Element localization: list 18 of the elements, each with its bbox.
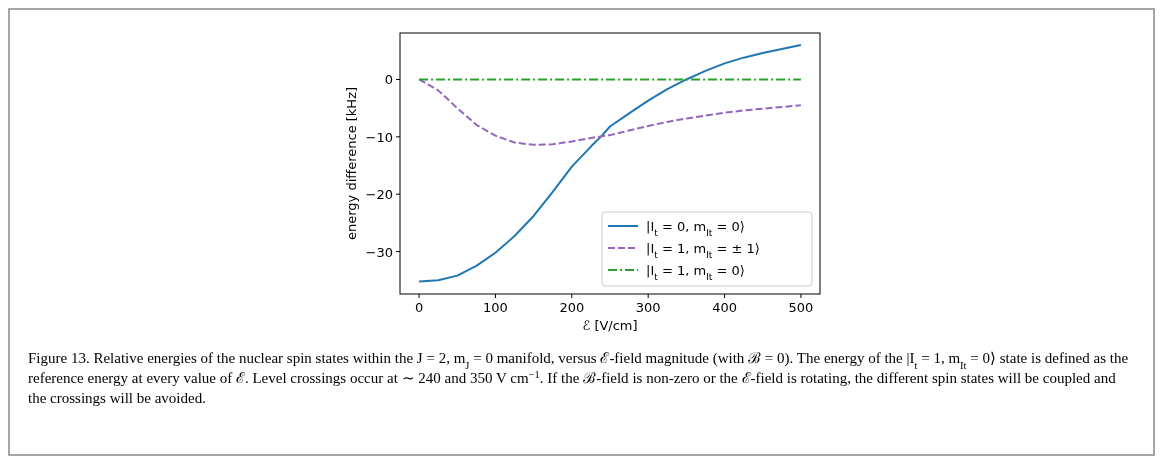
y-tick-label: −30 bbox=[365, 244, 393, 260]
x-tick-label: 400 bbox=[712, 300, 737, 315]
text: Figure 13. Relative energies of the nuclear spin states within the J = 2, m$_{J}$ = 0 manifold, versus ℰ-field magnitude (with ℬ = 0). The energy of the |I$_{t}$ = 1, m$_{It}$ = 0⟩ state is defined as the reference energy at every value of ℰ. Level crossings occur at ∼ 240 and 350 V cm$^{−1}$. If the ℬ-field is non-zero or the ℰ-field is rotating, the different spin states will be coupled and the crossings will be avoided. bbox=[28, 350, 1129, 406]
y-axis-title: energy difference [kHz] bbox=[344, 86, 359, 241]
legend-label: |I$_{t}$ = 1, m$_{It}$ = ± 1⟩ bbox=[646, 241, 760, 260]
legend-label: |I$_{t}$ = 1, m$_{It}$ = 0⟩ bbox=[646, 263, 745, 282]
x-tick-label: 0 bbox=[414, 300, 424, 315]
y-tick-label: −20 bbox=[365, 187, 393, 203]
legend-label: |I$_{t}$ = 0, m$_{It}$ = 0⟩ bbox=[646, 219, 745, 238]
x-tick-label: 200 bbox=[559, 300, 585, 315]
line-series bbox=[418, 44, 802, 283]
x-axis-title: ℰ [V/cm] bbox=[582, 318, 638, 333]
y-tick-label: 0 bbox=[384, 72, 393, 88]
y-tick-label: −10 bbox=[365, 129, 393, 145]
x-tick-label: 300 bbox=[635, 300, 661, 315]
line-series bbox=[418, 78, 802, 146]
x-tick-label: 100 bbox=[483, 300, 508, 315]
x-tick-label: 500 bbox=[788, 300, 814, 315]
